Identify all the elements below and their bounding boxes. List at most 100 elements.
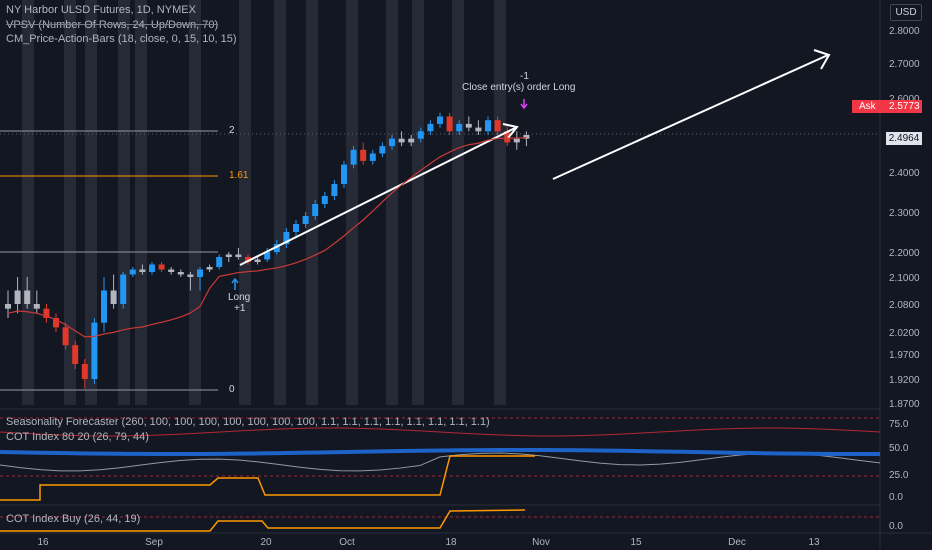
time-axis: 16 Sep 20 Oct 18 Nov 15 Dec 13 — [37, 537, 820, 548]
ask-value: 2.5773 — [889, 101, 920, 112]
candle-body — [446, 116, 453, 132]
ask-price-tag: Ask 2.5773 — [852, 100, 922, 113]
candle-body — [149, 264, 155, 272]
time-tick-label: 20 — [260, 537, 272, 548]
candle-body — [417, 131, 424, 139]
cot-tick-label: 50.0 — [889, 443, 909, 454]
session-band — [274, 0, 286, 405]
session-band — [452, 0, 464, 405]
candle-body — [53, 318, 59, 328]
session-band — [118, 0, 130, 405]
price-axis: 2.8000 2.7000 2.6000 2.4000 2.3000 2.2000 2.10… — [889, 26, 920, 410]
fib-label-2: 2 — [229, 125, 235, 136]
price-tick-label: 2.0200 — [889, 328, 920, 339]
price-tick-label: 1.8700 — [889, 399, 920, 410]
cot-80-20-legend[interactable]: COT Index 80 20 (26, 79, 44) — [6, 431, 149, 443]
price-tick-label: 1.9700 — [889, 350, 920, 361]
price-tick-label: 2.3000 — [889, 208, 920, 219]
candle-body — [408, 138, 415, 143]
session-band — [135, 0, 147, 405]
candle-body — [197, 269, 203, 277]
long-count: +1 — [234, 303, 246, 314]
candle-body — [379, 146, 386, 154]
moving-average — [7, 136, 527, 338]
candle-body — [91, 322, 98, 379]
time-tick-label: Oct — [339, 537, 355, 548]
candle-body — [398, 138, 405, 143]
candle-body — [24, 290, 31, 304]
exit-arrow-head — [520, 103, 528, 110]
candle-body — [129, 269, 136, 275]
candle-body — [456, 123, 463, 132]
session-band — [189, 0, 201, 405]
candle-body — [33, 304, 40, 309]
trend-arrow-1 — [239, 127, 516, 266]
time-tick-label: 13 — [808, 537, 820, 548]
candle-body — [187, 274, 194, 277]
time-tick-label: Nov — [532, 537, 550, 548]
session-band — [386, 0, 398, 405]
time-tick-label: Dec — [728, 537, 746, 548]
fib-lines — [0, 130, 218, 391]
price-tick-label: 2.7000 — [889, 59, 920, 70]
candle-body — [427, 123, 434, 132]
candle-body — [110, 290, 117, 304]
seasonality-legend[interactable]: Seasonality Forecaster (260, 100, 100, 1… — [6, 416, 490, 428]
price-tick-label: 2.4000 — [889, 168, 920, 179]
price-tick-label: 2.2000 — [889, 248, 920, 259]
candle-body — [504, 131, 511, 143]
candle-body — [494, 120, 501, 132]
ask-label: Ask — [859, 101, 876, 112]
candle-body — [158, 264, 165, 270]
long-label: Long — [228, 292, 251, 303]
candle-body — [14, 290, 21, 304]
close-count: -1 — [520, 71, 529, 82]
session-band — [85, 0, 97, 405]
symbol-legend[interactable]: NY Harbor ULSD Futures, 1D, NYMEX — [6, 4, 196, 16]
candle-body — [264, 252, 271, 260]
candle-body — [341, 164, 347, 184]
session-band — [412, 0, 424, 405]
indicator-panes: 75.0 50.0 25.0 0.0 0.0 — [0, 417, 909, 532]
candle-body — [62, 327, 69, 346]
vpsv-legend[interactable]: VPSV (Number Of Rows, 24, Up/Down, 70) — [6, 19, 219, 31]
candle-body — [283, 232, 290, 244]
cot-red-line — [0, 427, 881, 437]
trend-arrow-2 — [552, 54, 829, 180]
candle-body — [369, 153, 376, 161]
session-band — [346, 0, 358, 405]
candle-body — [485, 120, 491, 132]
price-tick-label: 2.1000 — [889, 273, 920, 284]
price-tick-label: 2.8000 — [889, 26, 920, 37]
candle-body — [120, 274, 127, 304]
candle-body — [350, 149, 357, 165]
time-tick-label: 18 — [445, 537, 457, 548]
candle-body — [254, 259, 261, 262]
session-bands — [22, 0, 506, 405]
candle-body — [43, 308, 50, 318]
candle-body — [245, 257, 251, 262]
cot-buy-line — [0, 509, 526, 532]
candle-body — [206, 267, 213, 270]
candle-body — [513, 138, 520, 143]
trend-arrow-2-head — [813, 49, 831, 70]
candle-body — [72, 345, 79, 364]
cot-buy-legend[interactable]: COT Index Buy (26, 44, 19) — [6, 513, 141, 525]
candle-body — [302, 216, 309, 224]
candle-body — [321, 196, 328, 204]
candle-body — [225, 254, 232, 257]
time-tick-label: 16 — [37, 537, 49, 548]
long-entry-arrow-head — [231, 277, 239, 284]
cm-legend[interactable]: CM_Price-Action-Bars (18, close, 0, 15, … — [6, 33, 237, 45]
candle-body — [235, 254, 242, 257]
close-order-label: Close entry(s) order Long — [462, 82, 576, 93]
last-price-tag: 2.4964 — [886, 132, 922, 145]
currency-button[interactable]: USD — [890, 4, 922, 21]
session-band — [64, 0, 76, 405]
candle-body — [523, 135, 530, 139]
trend-arrows — [231, 49, 831, 290]
fib-label-0: 0 — [229, 384, 235, 395]
candle-body — [101, 290, 107, 323]
